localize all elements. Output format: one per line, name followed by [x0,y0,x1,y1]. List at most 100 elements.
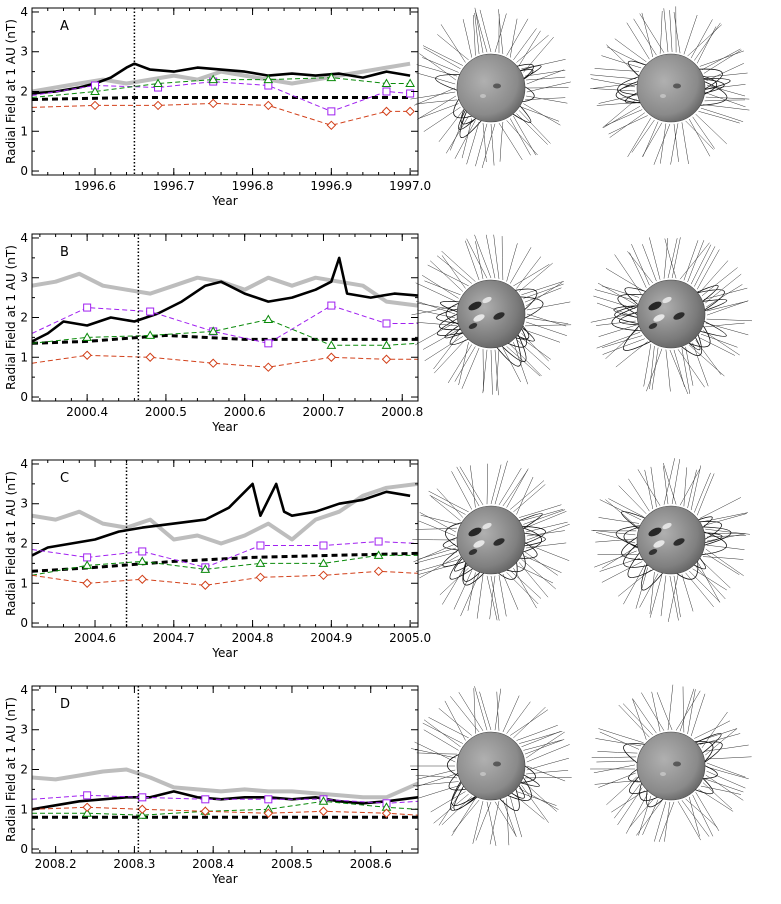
marker-triangle [263,74,274,84]
marker-diamond [318,806,329,816]
x-tick-label: 2000.8 [381,405,423,419]
active-region [653,314,665,322]
chart-panel-d: 0 1 2 3 4 2008.2 2008.3 2008.4 2008.5 2008.6 Year R… [4,683,419,886]
small-feature [660,94,666,98]
series-line-green-triangles [32,319,418,346]
marker-triangle [137,556,148,565]
plot-frame [31,685,419,854]
y-tick-label: 4 [20,5,28,19]
x-tick-label: 1996.6 [74,179,116,193]
y-tick-label: 4 [20,231,28,245]
marker-triangle [381,78,392,88]
closed-field-loops [615,511,732,591]
marker-triangle [255,558,266,567]
marker-square [138,793,147,802]
open-field-lines [590,684,752,842]
marker-diamond [137,804,147,814]
x-tick-label: 2008.5 [271,857,313,871]
y-tick-label: 2 [20,537,28,551]
chart-panel-a: 0 1 2 3 4 1996.6 1996.7 1996.8 1996.9 1997.0 Year R… [4,5,431,208]
marker-triangle [318,558,329,567]
x-tick-label: 2008.2 [35,857,77,871]
active-region [648,323,658,329]
marker-square [83,553,92,562]
y-tick-label: 1 [20,350,28,364]
sun-disk [636,53,706,123]
x-tick-label: 2008.3 [113,857,155,871]
marker-square [327,301,336,310]
series-line-gray [32,61,411,94]
active-region [482,296,492,304]
open-field-lines [411,234,572,396]
sun-disk [456,53,526,123]
closed-field-loops [446,754,540,811]
sun-field-image-c-2 [591,458,750,622]
marker-diamond [405,106,415,117]
sun-disk [456,731,526,801]
marker-triangle [405,78,415,88]
series-group [32,61,415,131]
marker-diamond [381,106,392,117]
y-tick-label: 0 [20,164,28,178]
small-feature [493,83,501,89]
series-line-green-triangles [32,554,418,576]
series-line-gray [32,481,418,546]
marker-diamond [255,572,266,583]
marker-triangle [381,340,392,349]
x-tick-label: 1997.0 [389,179,431,193]
marker-square [264,81,273,90]
closed-field-loops [615,60,731,106]
small-feature [493,761,501,767]
small-feature [480,94,486,98]
y-tick-label: 4 [20,457,28,471]
marker-diamond [263,100,274,111]
panel-letter: B [60,245,69,260]
x-tick-label: 2000.5 [145,405,187,419]
series-line-purple-squares [32,81,411,112]
marker-diamond [208,358,218,368]
marker-triangle [326,340,337,349]
marker-square [256,541,265,550]
small-feature [660,772,666,776]
marker-triangle [263,314,274,323]
marker-diamond [381,808,392,818]
marker-square [319,541,328,550]
x-axis-label: Year [211,420,237,434]
marker-triangle [326,72,337,82]
marker-triangle [373,550,384,559]
marker-square [83,303,92,312]
y-tick-label: 3 [20,723,28,737]
sun-disk [456,279,526,349]
active-region [673,538,685,546]
marker-diamond [200,806,211,816]
marker-diamond [82,350,92,360]
x-tick-label: 2004.6 [74,631,116,645]
x-tick-label: 1996.8 [232,179,274,193]
sun-disk [456,505,526,575]
marker-triangle [208,326,219,335]
y-tick-label: 1 [20,576,28,590]
active-region [468,323,478,329]
small-feature [673,83,681,89]
marker-triangle [200,564,211,573]
active-region [673,312,685,320]
series-line-gray [32,271,418,308]
series-line-green-triangles [32,800,418,816]
closed-field-loops [623,733,723,808]
marker-square [382,87,391,96]
marker-triangle [82,560,93,569]
active-region [493,538,505,546]
marker-diamond [208,98,218,109]
marker-diamond [137,574,147,584]
y-tick-label: 0 [20,616,28,630]
marker-triangle [90,86,100,95]
series-line-black [32,62,411,95]
active-region [662,296,672,304]
marker-diamond [263,362,274,372]
y-tick-label: 4 [20,683,28,697]
x-tick-label: 2000.7 [302,405,344,419]
marker-square [264,339,273,348]
x-axis-label: Year [211,646,237,660]
panel-letter: A [60,19,69,34]
active-region [468,549,478,555]
